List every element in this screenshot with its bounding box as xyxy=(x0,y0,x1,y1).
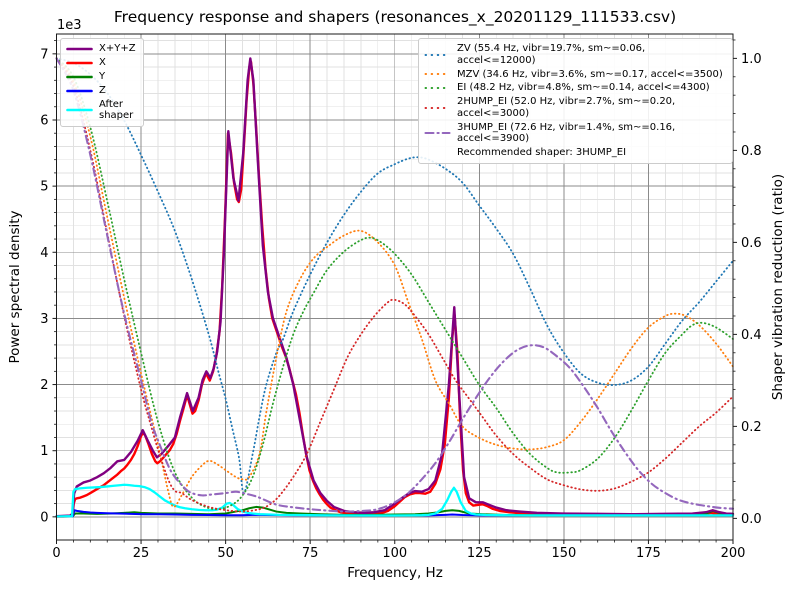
legend-entry-label: EI (48.2 Hz, vibr=4.8%, sm~=0.14, accel<… xyxy=(457,82,710,94)
legend-entry: EI (48.2 Hz, vibr=4.8%, sm~=0.14, accel<… xyxy=(424,81,725,95)
y-left-tick-label: 7 xyxy=(40,47,48,62)
legend-swatch xyxy=(66,86,93,96)
grid-minor xyxy=(56,34,733,540)
y-right-tick-label: 0.0 xyxy=(741,512,762,527)
legend-entry-label: MZV (34.6 Hz, vibr=3.6%, sm~=0.17, accel… xyxy=(457,68,723,80)
legend-entry: Z xyxy=(66,84,136,98)
legend-entry: ZV (55.4 Hz, vibr=19.7%, sm~=0.06, accel… xyxy=(424,42,725,67)
x-tick-label: 100 xyxy=(382,546,407,561)
y-left-tick-label: 2 xyxy=(40,378,48,393)
x-tick-label: 125 xyxy=(467,546,492,561)
legend-swatch xyxy=(66,105,93,115)
legend-swatch xyxy=(424,148,451,158)
legend-entry-label: 2HUMP_EI (52.0 Hz, vibr=2.7%, sm~=0.20, … xyxy=(457,96,676,119)
y-left-tick-label: 3 xyxy=(40,312,48,327)
chart-title: Frequency response and shapers (resonanc… xyxy=(113,8,677,26)
legend-swatch xyxy=(66,58,93,68)
legend-swatch xyxy=(424,103,451,113)
x-tick-label: 150 xyxy=(551,546,576,561)
y-left-tick-label: 5 xyxy=(40,180,48,195)
legend-swatch xyxy=(424,128,451,138)
legend-entry-label: X xyxy=(99,57,106,69)
ticks: 0 25 50 75 100 125 150 175 200 0 1 2 3 4 5 6 7 0.0 0.2 0.4 0… xyxy=(40,39,762,561)
x-tick-label: 25 xyxy=(133,546,150,561)
legend-entry: Recommended shaper: 3HUMP_EI xyxy=(424,146,725,160)
legend-entry-label: 3HUMP_EI (72.6 Hz, vibr=1.4%, sm~=0.16, … xyxy=(457,121,676,145)
y-left-tick-label: 4 xyxy=(40,246,48,261)
series-shaper-mzv xyxy=(55,57,734,508)
x-tick-label: 50 xyxy=(217,546,234,561)
legend-swatch xyxy=(424,83,451,93)
legend-entry: Y xyxy=(66,70,136,84)
x-axis-label: Frequency, Hz xyxy=(347,565,443,581)
series-psd-after-shaper xyxy=(55,483,735,518)
legend-entry-label: Z xyxy=(99,84,106,96)
y-axis-label-left: Power spectral density xyxy=(7,210,23,364)
legend-swatch xyxy=(424,50,451,60)
x-tick-label: 200 xyxy=(721,546,746,561)
legend-entry: 2HUMP_EI (52.0 Hz, vibr=2.7%, sm~=0.20, … xyxy=(424,95,725,120)
legend-entry-label: Y xyxy=(99,70,106,82)
series-shaper-zv xyxy=(55,57,734,494)
y-right-tick-label: 1.0 xyxy=(741,52,762,67)
legend-swatch xyxy=(424,69,451,79)
psd-legend: X+Y+Z X Y Z After shaper xyxy=(60,38,144,127)
y-axis-offset-label: 1e3 xyxy=(57,18,82,33)
y-right-tick-label: 0.8 xyxy=(741,144,762,159)
legend-entry: MZV (34.6 Hz, vibr=3.6%, sm~=0.17, accel… xyxy=(424,67,725,81)
legend-entry: After shaper xyxy=(66,98,136,123)
legend-entry-label: After shaper xyxy=(99,98,134,122)
legend-entry-label: ZV (55.4 Hz, vibr=19.7%, sm~=0.06, accel… xyxy=(457,43,646,66)
shaper-legend: ZV (55.4 Hz, vibr=19.7%, sm~=0.06, accel… xyxy=(418,38,733,164)
y-left-tick-label: 1 xyxy=(40,444,48,459)
legend-swatch xyxy=(66,44,93,54)
series-shaper-3hump_ei xyxy=(55,57,735,513)
y-right-tick-label: 0.2 xyxy=(741,420,762,435)
legend-entry: X xyxy=(66,56,136,70)
y-axis-label-right: Shaper vibration reduction (ratio) xyxy=(770,173,786,401)
legend-entry: X+Y+Z xyxy=(66,42,136,56)
x-tick-label: 75 xyxy=(302,546,319,561)
legend-entry-label: X+Y+Z xyxy=(99,43,136,55)
series-psd-z xyxy=(55,509,734,518)
legend-entry: 3HUMP_EI (72.6 Hz, vibr=1.4%, sm~=0.16, … xyxy=(424,121,725,146)
series xyxy=(55,57,735,518)
y-right-tick-label: 0.4 xyxy=(741,328,762,343)
series-shaper-2hump_ei xyxy=(55,57,734,513)
legend-swatch xyxy=(66,72,93,82)
series-psd-x-y-z xyxy=(55,57,735,518)
x-tick-label: 0 xyxy=(52,546,60,561)
y-right-tick-label: 0.6 xyxy=(741,236,762,251)
x-tick-label: 175 xyxy=(636,546,661,561)
y-left-tick-label: 0 xyxy=(40,510,48,525)
y-left-tick-label: 6 xyxy=(40,113,48,128)
legend-entry-label: Recommended shaper: 3HUMP_EI xyxy=(457,147,627,159)
